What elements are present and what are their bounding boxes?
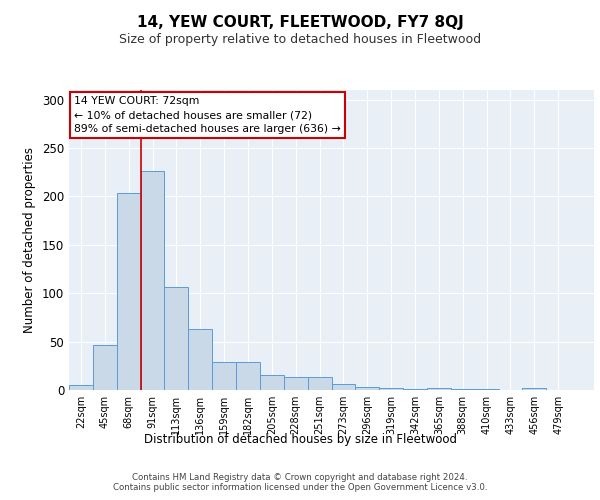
Bar — [93, 346, 117, 390]
Text: 14, YEW COURT, FLEETWOOD, FY7 8QJ: 14, YEW COURT, FLEETWOOD, FY7 8QJ — [137, 15, 463, 30]
Bar — [451, 389, 475, 390]
Bar — [69, 385, 93, 390]
Bar — [260, 376, 284, 390]
Y-axis label: Number of detached properties: Number of detached properties — [23, 147, 37, 333]
Text: Size of property relative to detached houses in Fleetwood: Size of property relative to detached ho… — [119, 32, 481, 46]
Bar — [331, 384, 355, 390]
Bar — [117, 192, 140, 390]
Text: Contains HM Land Registry data © Crown copyright and database right 2024.
Contai: Contains HM Land Registry data © Crown c… — [113, 473, 487, 492]
Bar — [284, 378, 308, 390]
Text: Distribution of detached houses by size in Fleetwood: Distribution of detached houses by size … — [143, 432, 457, 446]
Bar — [212, 362, 236, 390]
Bar — [523, 388, 546, 390]
Text: 14 YEW COURT: 72sqm
← 10% of detached houses are smaller (72)
89% of semi-detach: 14 YEW COURT: 72sqm ← 10% of detached ho… — [74, 96, 341, 134]
Bar — [236, 362, 260, 390]
Bar — [188, 329, 212, 390]
Bar — [403, 389, 427, 390]
Bar — [308, 378, 331, 390]
Bar — [427, 388, 451, 390]
Bar — [379, 388, 403, 390]
Bar — [140, 172, 164, 390]
Bar — [475, 389, 499, 390]
Bar — [355, 387, 379, 390]
Bar — [164, 288, 188, 390]
